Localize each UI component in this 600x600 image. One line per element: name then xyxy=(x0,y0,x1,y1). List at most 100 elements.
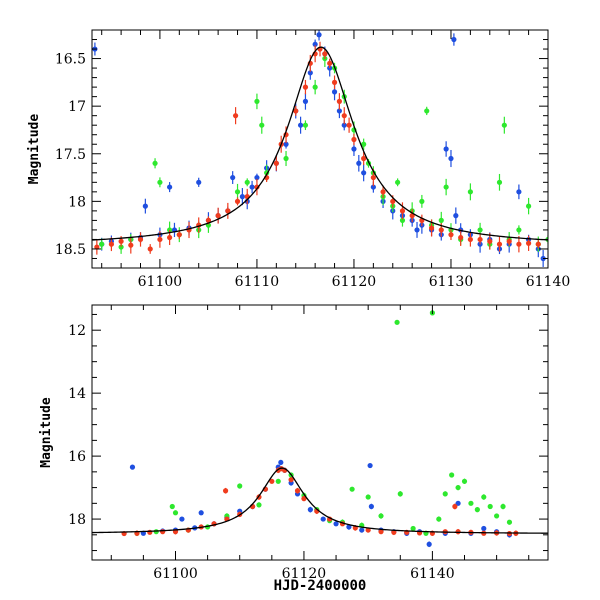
bottom-s2-point-14 xyxy=(269,478,275,484)
top-s2-point-42 xyxy=(438,227,444,233)
top-panel-y-axis-label: Magnitude xyxy=(27,114,42,185)
top-y-tick-label: 17 xyxy=(68,99,86,115)
top-y-tick-label: 17.5 xyxy=(55,147,86,163)
bottom-s2-point-20 xyxy=(301,496,307,502)
top-s2-point-14 xyxy=(232,113,239,119)
bottom-s1-point-3 xyxy=(172,510,179,516)
top-x-tick-label: 61130 xyxy=(429,274,474,290)
top-panel: 61100 61110 61120 61130 61140 16.5 17 17.5 18 18.… xyxy=(27,29,570,290)
bottom-model-line xyxy=(92,467,548,534)
top-s0-point-14 xyxy=(230,174,236,181)
top-s2-point-28 xyxy=(327,60,333,66)
top-s1-point-39 xyxy=(496,179,503,185)
top-panel-marks xyxy=(92,30,548,268)
top-s1-point-27 xyxy=(399,217,406,223)
top-s0-point-47 xyxy=(451,36,457,43)
top-s0-point-45 xyxy=(443,146,449,152)
top-s1-point-36 xyxy=(467,189,473,195)
top-s0-point-25 xyxy=(307,70,313,76)
top-x-tick-label: 61100 xyxy=(138,274,183,290)
top-s2-point-52 xyxy=(535,241,541,247)
bottom-s2-point-32 xyxy=(452,503,458,510)
top-s1-point-9 xyxy=(234,189,241,195)
bottom-s0-point-32 xyxy=(481,525,487,532)
top-s1-point-5 xyxy=(167,227,173,233)
top-s2-point-13 xyxy=(225,208,231,214)
bottom-s2-point-27 xyxy=(391,529,397,535)
top-x-tick-label: 61140 xyxy=(526,274,571,290)
top-s0-point-48 xyxy=(453,213,459,219)
bottom-s1-point-30 xyxy=(474,507,480,513)
top-s0-point-15 xyxy=(239,194,245,200)
top-s2-point-33 xyxy=(351,136,357,143)
top-s0-point-41 xyxy=(414,227,420,233)
top-s2-point-48 xyxy=(496,241,503,247)
top-s2-point-35 xyxy=(370,174,376,181)
top-s2-point-44 xyxy=(458,234,464,241)
top-s1-point-3 xyxy=(152,160,158,166)
top-s1-point-29 xyxy=(419,198,425,204)
bottom-s1-point-29 xyxy=(468,500,474,506)
top-s2-point-5 xyxy=(147,246,153,252)
top-s0-point-30 xyxy=(331,89,338,95)
top-s2-point-50 xyxy=(516,241,522,247)
bottom-s1-point-31 xyxy=(481,494,487,500)
bottom-s2-point-33 xyxy=(455,529,461,535)
top-s1-point-21 xyxy=(361,141,367,147)
top-s0-point-5 xyxy=(142,203,148,209)
bottom-x-tick-label: 61140 xyxy=(410,566,455,582)
top-s2-point-29 xyxy=(331,79,338,85)
top-y-tick-label: 16.5 xyxy=(55,52,86,68)
top-s1-point-0 xyxy=(99,241,105,247)
top-s0-point-26 xyxy=(312,41,318,47)
bottom-s0-point-30 xyxy=(455,500,461,506)
top-s0-point-7 xyxy=(167,184,173,190)
top-s0-point-31 xyxy=(336,108,343,114)
top-s1-point-15 xyxy=(302,122,309,128)
top-s0-point-32 xyxy=(341,122,347,128)
bottom-s0-point-20 xyxy=(346,524,352,530)
bottom-s2-point-3 xyxy=(160,529,166,535)
bottom-s0-point-17 xyxy=(307,507,313,513)
bottom-s1-point-9 xyxy=(275,478,281,484)
top-s2-point-47 xyxy=(487,238,493,244)
top-panel-model-curve xyxy=(92,46,548,241)
bottom-s1-point-7 xyxy=(237,483,243,489)
top-panel-tick-labels: 61100 61110 61120 61130 61140 16.5 17 17.5 18 18.… xyxy=(55,52,570,290)
bottom-s0-point-19 xyxy=(333,521,339,527)
bottom-s0-point-18 xyxy=(320,516,326,522)
bottom-s1-point-2 xyxy=(169,503,175,510)
top-s0-point-24 xyxy=(302,98,309,104)
top-s2-point-6 xyxy=(157,236,163,243)
top-s2-point-51 xyxy=(525,240,532,246)
bottom-s1-point-28 xyxy=(461,478,468,484)
bottom-s0-point-21 xyxy=(359,527,365,533)
bottom-s1-point-25 xyxy=(442,491,448,497)
top-s2-point-46 xyxy=(477,236,483,243)
top-s1-point-32 xyxy=(438,217,444,223)
top-s1-point-30 xyxy=(424,108,430,114)
bottom-s1-point-18 xyxy=(378,513,384,519)
top-s2-point-12 xyxy=(215,213,221,219)
top-s2-point-30 xyxy=(336,98,343,104)
top-y-tick-label: 18.5 xyxy=(55,242,86,258)
top-s1-point-16 xyxy=(312,84,318,90)
bottom-s1-point-27 xyxy=(455,484,461,491)
bottom-s1-point-19 xyxy=(394,319,400,325)
bottom-s1-point-35 xyxy=(506,519,513,525)
top-s1-point-33 xyxy=(443,184,449,190)
top-s0-point-21 xyxy=(283,141,289,147)
bottom-s2-point-2 xyxy=(147,529,153,535)
bottom-panel-ticks xyxy=(92,305,548,560)
bottom-s0-point-4 xyxy=(179,516,185,522)
top-panel-ticks xyxy=(92,29,549,269)
bottom-s1-point-26 xyxy=(449,472,455,478)
bottom-s0-point-6 xyxy=(198,510,204,516)
top-s2-point-45 xyxy=(467,236,473,243)
top-s0-point-27 xyxy=(316,32,322,38)
bottom-s2-point-19 xyxy=(294,488,301,494)
top-s2-point-22 xyxy=(293,108,299,114)
top-s2-point-37 xyxy=(390,198,396,204)
bottom-y-tick-label: 16 xyxy=(68,449,86,465)
bottom-s1-point-17 xyxy=(365,494,371,500)
